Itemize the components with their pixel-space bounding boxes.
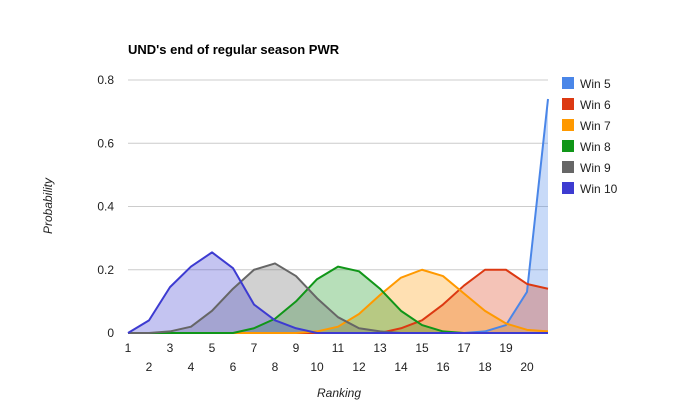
legend-item-win-9[interactable]: Win 9 — [562, 161, 611, 175]
y-axis-title: Probability — [41, 177, 55, 234]
legend-item-win-6[interactable]: Win 6 — [562, 98, 611, 112]
x-axis-title: Ranking — [317, 386, 361, 400]
legend-label: Win 5 — [580, 77, 611, 91]
series-line-win-10 — [127, 251, 548, 334]
legend-label: Win 8 — [580, 140, 611, 154]
x-tick-label: 1 — [125, 341, 132, 355]
legend-item-win-10[interactable]: Win 10 — [562, 182, 618, 196]
x-tick-label: 4 — [188, 360, 195, 374]
legend-swatch — [562, 98, 574, 110]
series-area-win-7 — [128, 269, 548, 333]
series-area-win-8 — [128, 266, 548, 333]
legend-item-win-8[interactable]: Win 8 — [562, 140, 611, 154]
x-tick-label: 14 — [394, 360, 408, 374]
legend-item-win-5[interactable]: Win 5 — [562, 77, 611, 91]
legend-label: Win 9 — [580, 161, 611, 175]
x-tick-label: 15 — [415, 341, 429, 355]
y-tick-label: 0.8 — [97, 73, 114, 87]
x-tick-label: 13 — [373, 341, 387, 355]
legend-label: Win 10 — [580, 182, 618, 196]
x-tick-label: 18 — [478, 360, 492, 374]
x-tick-label: 9 — [293, 341, 300, 355]
x-tick-label: 10 — [310, 360, 324, 374]
legend-label: Win 6 — [580, 98, 611, 112]
legend-swatch — [562, 77, 574, 89]
series-area-win-6 — [128, 269, 548, 333]
legend-swatch — [562, 140, 574, 152]
series-area-win-10 — [128, 252, 548, 333]
x-tick-label: 3 — [167, 341, 174, 355]
series-lines — [127, 98, 549, 334]
legend-swatch — [562, 182, 574, 194]
y-tick-label: 0.6 — [97, 136, 114, 150]
chart-title: UND's end of regular season PWR — [128, 42, 340, 57]
y-tick-label: 0 — [107, 326, 114, 340]
axes: 00.20.40.60.8123456789101112131415161718… — [97, 73, 534, 374]
x-tick-label: 19 — [499, 341, 513, 355]
y-tick-label: 0.2 — [97, 263, 114, 277]
x-tick-label: 20 — [520, 360, 534, 374]
x-tick-label: 8 — [272, 360, 279, 374]
legend-label: Win 7 — [580, 119, 611, 133]
x-tick-label: 17 — [457, 341, 471, 355]
series-area-win-9 — [128, 263, 548, 333]
x-tick-label: 16 — [436, 360, 450, 374]
series-areas — [128, 98, 548, 333]
legend-swatch — [562, 119, 574, 131]
x-tick-label: 6 — [230, 360, 237, 374]
x-tick-label: 7 — [251, 341, 258, 355]
legend-item-win-7[interactable]: Win 7 — [562, 119, 611, 133]
x-tick-label: 5 — [209, 341, 216, 355]
legend[interactable]: Win 5 Win 6 Win 7 Win 8 Win 9 Win 10 — [562, 77, 618, 196]
x-tick-label: 2 — [146, 360, 153, 374]
legend-swatch — [562, 161, 574, 173]
x-tick-label: 11 — [332, 341, 345, 355]
x-tick-label: 12 — [352, 360, 366, 374]
y-tick-label: 0.4 — [97, 200, 114, 214]
